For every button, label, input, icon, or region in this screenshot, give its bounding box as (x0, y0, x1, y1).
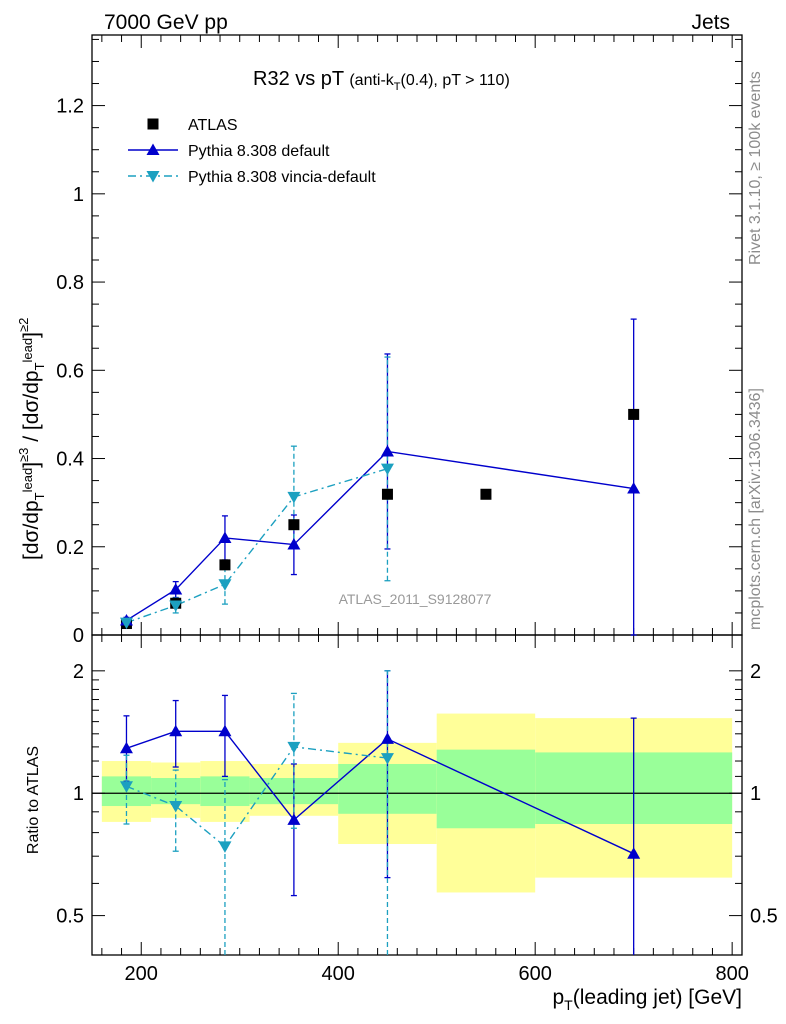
ratio-y-tick-label-right-0: 0.5 (750, 906, 778, 928)
header-left-label: 7000 GeV pp (104, 11, 228, 34)
legend-marker-vincia (146, 171, 160, 183)
x-tick-label-400: 400 (322, 963, 355, 985)
legend-label-default: Pythia 8.308 default (188, 143, 330, 160)
x-axis-label: pT(leading jet) [GeV] (552, 986, 742, 1013)
main-marker-vincia-4 (380, 463, 394, 476)
rivet-info: Rivet 3.1.10, ≥ 100k events (747, 71, 764, 265)
header-right-label: Jets (691, 11, 730, 34)
main-y-tick-label-4: 0.8 (56, 272, 84, 294)
ratio-y-tick-label-right-2: 2 (750, 661, 761, 683)
main-y-tick-label-3: 0.6 (56, 360, 84, 382)
ratio-marker-vincia-2 (218, 841, 232, 853)
main-marker-data-6 (628, 408, 640, 420)
legend-marker-data (147, 118, 159, 130)
chart-title: R32 vs pT (anti-kT(0.4), pT > 110) (253, 68, 510, 93)
main-marker-default-4 (380, 444, 394, 457)
ratio-marker-vincia-3 (287, 741, 301, 754)
ratio-y-tick-label-right-1: 1 (750, 783, 761, 805)
legend-label-vincia: Pythia 8.308 vincia-default (188, 169, 376, 186)
x-tick-label-600: 600 (518, 963, 551, 985)
ratio-marker-default-2 (218, 724, 232, 737)
ratio-y-tick-label-left-2: 2 (73, 661, 84, 683)
ratio-y-axis-label: Ratio to ATLAS (25, 746, 42, 854)
x-tick-label-200: 200 (125, 963, 158, 985)
main-y-tick-label-1: 0.2 (56, 537, 84, 559)
main-y-tick-label-6: 1.2 (56, 96, 84, 118)
main-marker-vincia-3 (287, 491, 301, 504)
main-y-tick-label-2: 0.4 (56, 449, 84, 471)
main-marker-vincia-0 (119, 617, 133, 630)
x-tick-label-800: 800 (715, 963, 748, 985)
main-marker-data-4 (381, 488, 393, 500)
ratio-marker-vincia-4 (380, 753, 394, 765)
main-marker-vincia-2 (218, 579, 232, 591)
svg-text:pT(leading jet) [GeV]: pT(leading jet) [GeV] (552, 986, 742, 1013)
main-y-tick-label-5: 1 (73, 184, 84, 206)
main-marker-data-2 (219, 559, 231, 571)
main-marker-default-1 (169, 583, 183, 595)
main-marker-data-5 (480, 488, 492, 500)
ratio-marker-default-5 (627, 847, 641, 859)
ratio-y-tick-label-left-0: 0.5 (56, 906, 84, 928)
main-marker-default-2 (218, 531, 232, 543)
ratio-y-tick-label-left-1: 1 (73, 783, 84, 805)
main-marker-default-5 (627, 482, 641, 494)
main-y-tick-label-0: 0 (73, 625, 84, 647)
ratio-uncertainty-bands (92, 713, 742, 893)
main-marker-vincia-1 (169, 600, 183, 612)
main-y-axis-label: [dσ/dpTlead]≥3 / [dσ/dpTlead]≥2 (16, 318, 47, 560)
main-marker-default-3 (287, 538, 301, 550)
analysis-watermark: ATLAS_2011_S9128077 (339, 591, 492, 607)
ratio-line-default (126, 730, 634, 855)
ratio-marker-vincia-0 (119, 781, 133, 793)
legend: ATLAS Pythia 8.308 default Pythia 8.308 vi… (128, 117, 376, 186)
legend-label-data: ATLAS (188, 117, 238, 134)
inner-band-5 (436, 749, 536, 829)
ratio-marker-default-4 (380, 732, 394, 744)
ratio-marker-default-0 (119, 741, 133, 754)
ratio-marker-default-1 (169, 724, 183, 737)
mcplots-info: mcplots.cern.ch [arXiv:1306.3436] (747, 388, 764, 630)
ratio-marker-default-3 (287, 813, 301, 825)
main-marker-data-3 (288, 519, 300, 531)
legend-marker-default (146, 143, 160, 155)
svg-text:[dσ/dpTlead]≥3 / [dσ/dpTlead]≥: [dσ/dpTlead]≥3 / [dσ/dpTlead]≥2 (16, 318, 47, 560)
main-line-default (126, 450, 634, 622)
ratio-marker-vincia-1 (169, 801, 183, 813)
